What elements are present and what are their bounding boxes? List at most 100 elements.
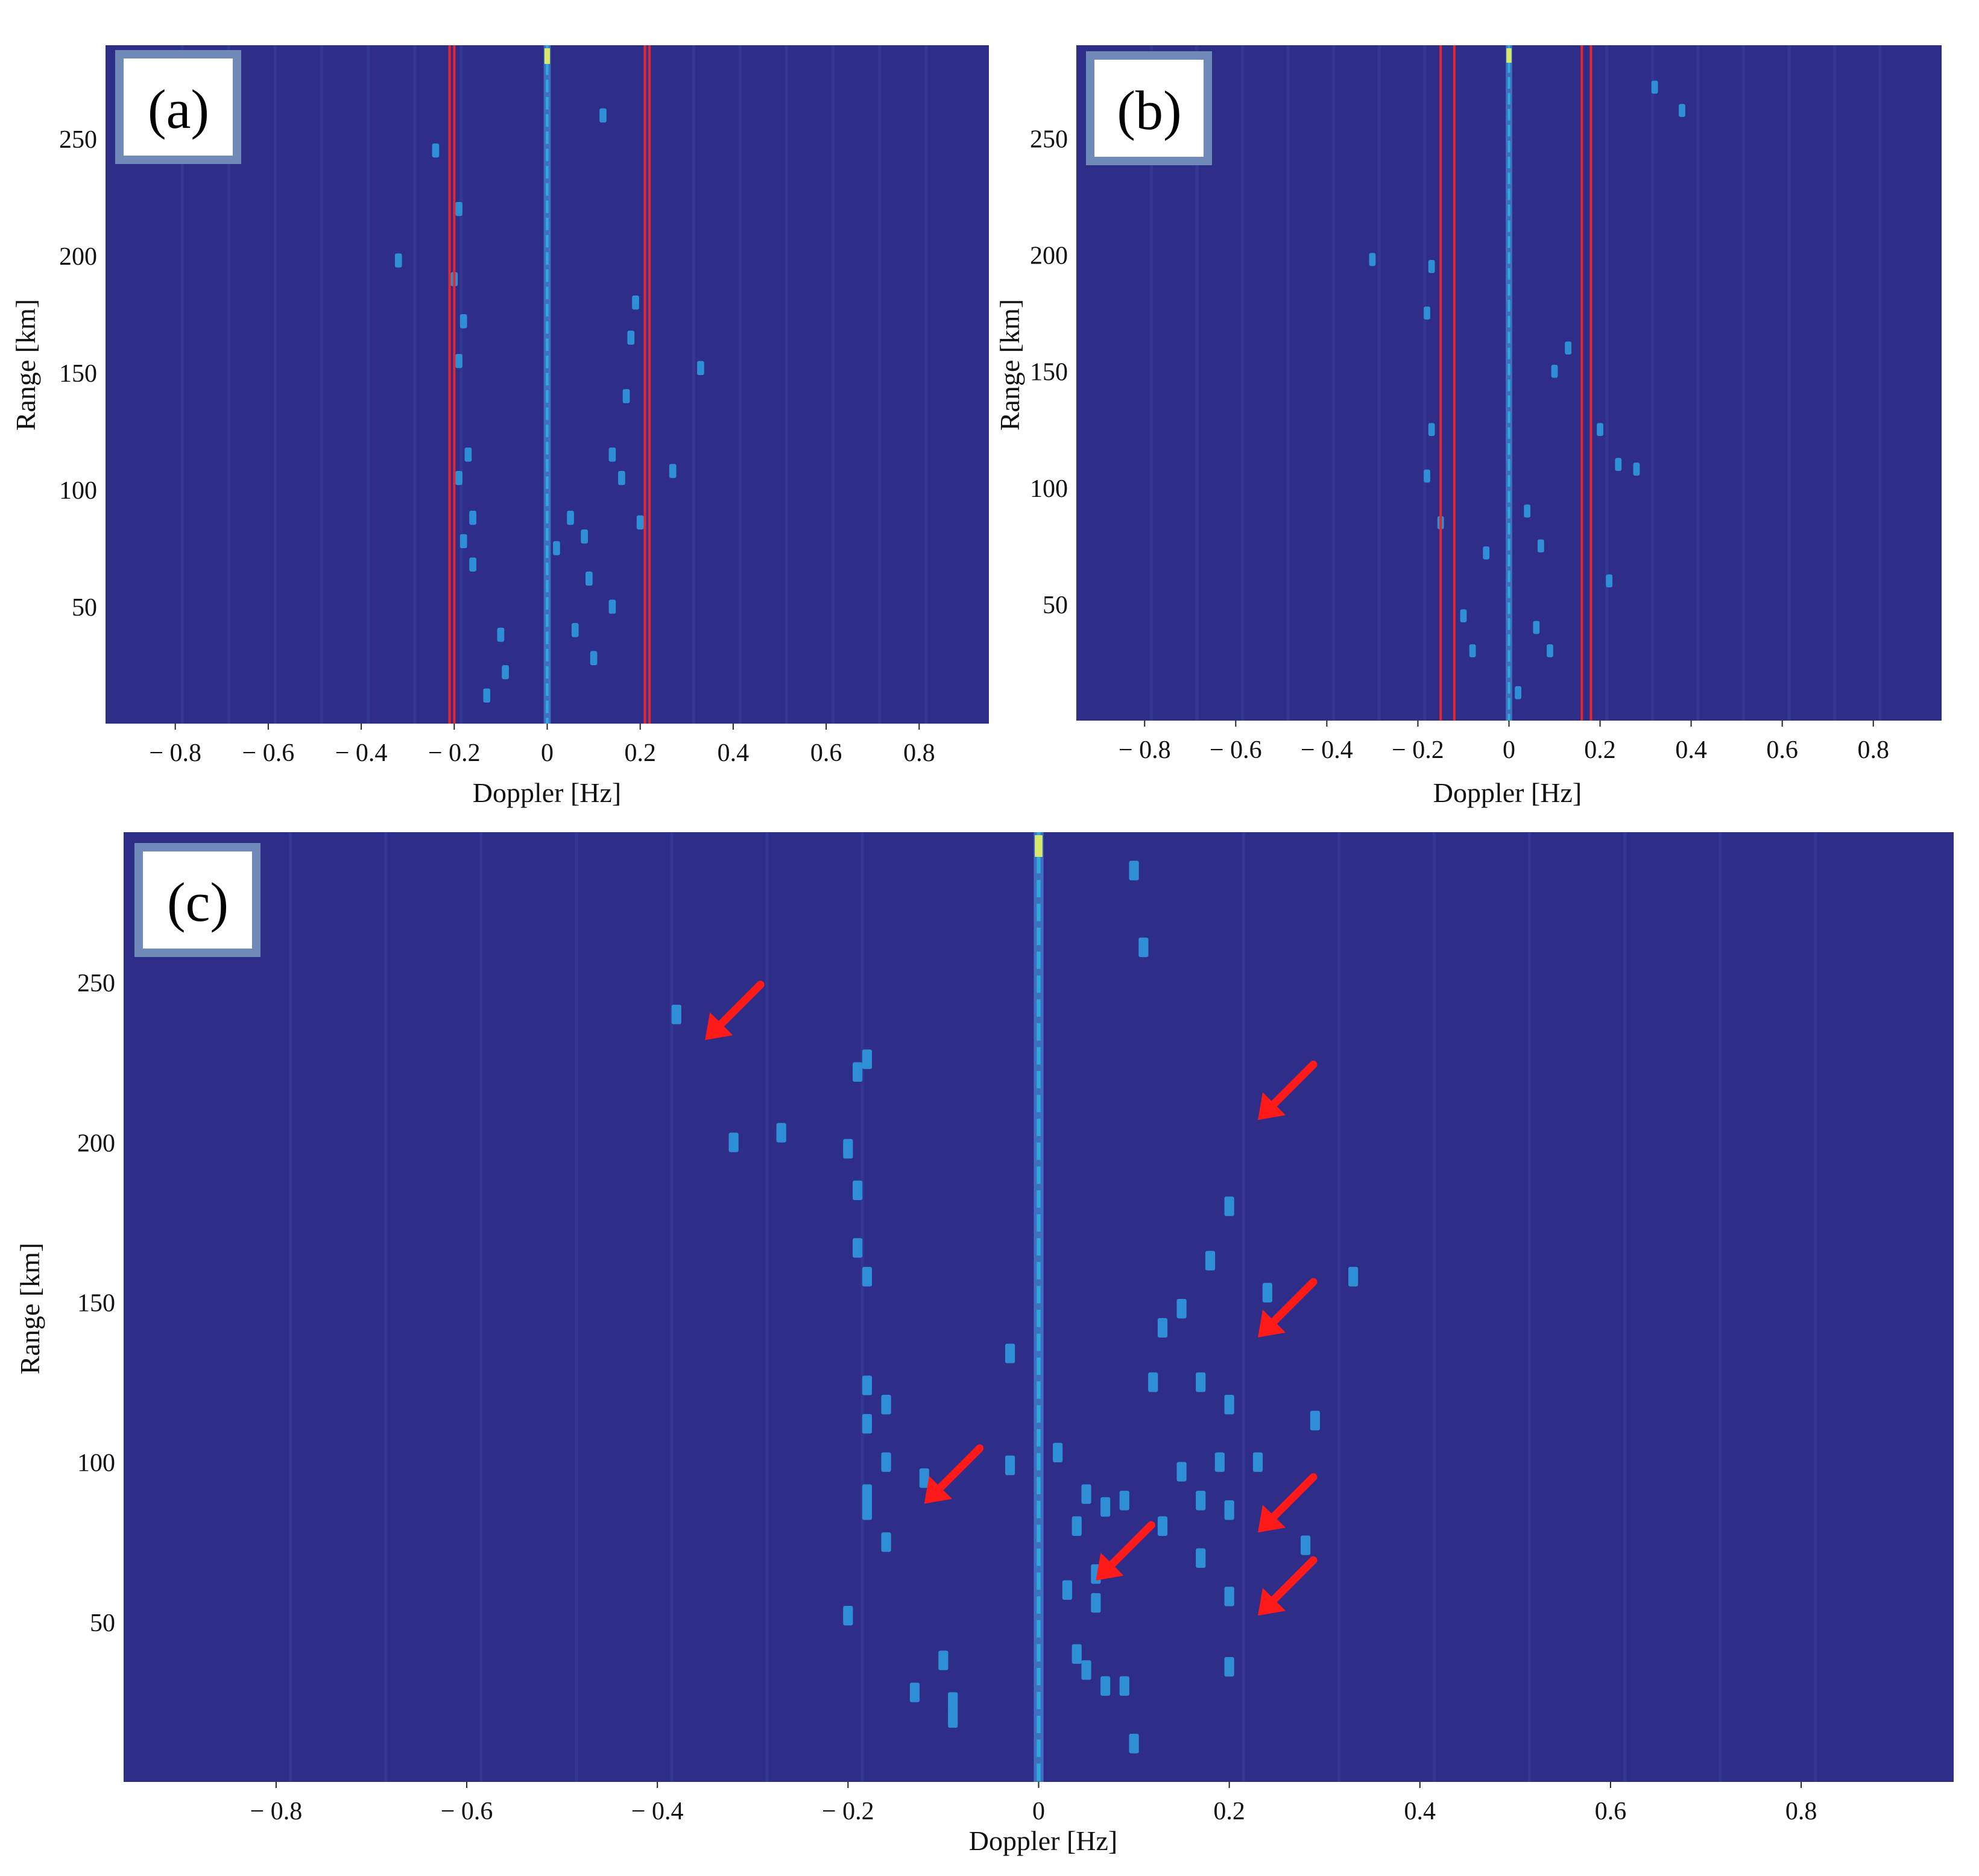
echo-spot [862,1049,873,1069]
panel-a-yticks: 50 100 150 200 250 [59,126,97,622]
echo-spot [1100,1676,1111,1696]
red-arrow [924,1444,984,1504]
y-tick-label: 100 [1030,475,1068,503]
echo-spot [622,389,630,403]
echo-spot [1424,469,1430,483]
echo-spot [567,510,574,525]
red-arrow-shaft [1269,1473,1318,1521]
x-tick-label: − 0.6 [1210,736,1262,764]
x-tick-label: − 0.6 [441,1798,493,1825]
echo-spot [862,1413,873,1434]
echo-spot [1428,423,1435,437]
echo-spot [862,1375,873,1395]
echo-spot [1515,686,1522,700]
echo-spot [1129,1734,1139,1754]
echo-spot [1205,1251,1216,1271]
echo-spot [862,1500,873,1520]
panel-c-ylabel: Range [km] [14,1243,45,1374]
y-tick-label: 250 [1030,125,1068,153]
echo-spot [919,1468,929,1488]
red-arrow-head [924,1476,952,1504]
echo-spot [776,1123,786,1143]
zero-doppler-hotspot [1506,48,1512,63]
echo-spot [1633,463,1640,476]
panel-c-arrows [705,981,1318,1616]
echo-spot [1469,644,1476,657]
red-arrow-shaft [1269,1278,1318,1326]
echo-spot [1679,104,1685,117]
x-tick-label: − 0.8 [1119,736,1171,764]
echo-spot [1537,539,1544,553]
y-tick-label: 200 [59,243,97,271]
x-tick-label: 0.2 [1584,736,1616,764]
echo-spot [948,1708,958,1728]
echo-spot [394,253,402,268]
echo-spot [1224,1395,1234,1415]
panel-c-yticks: 50 100 150 200 250 [77,970,115,1637]
echo-spot [1551,364,1558,378]
echo-spot [618,470,625,485]
y-tick-label: 250 [77,970,115,997]
panel-a-lines [448,45,651,724]
echo-spot [1138,937,1149,958]
echo-spot [1224,1500,1234,1520]
echo-spot [843,1139,853,1159]
echo-spot [843,1606,853,1626]
echo-spot [459,314,467,329]
x-tick-label: − 0.6 [242,739,295,767]
echo-spot [632,295,639,310]
echo-spot [1214,1452,1225,1472]
x-tick-label: − 0.8 [149,739,201,767]
x-tick-label: − 0.2 [1392,736,1444,764]
x-tick-label: 0.4 [1404,1798,1436,1825]
panel-b-yticks: 50 100 150 200 250 [1030,125,1068,619]
echo-spot [464,447,472,462]
panel-b-spots [1150,45,1882,721]
x-tick-label: − 0.4 [631,1798,684,1825]
echo-spot [1597,423,1603,437]
red-arrow [1258,1278,1318,1338]
panel-b-lines [1439,45,1592,721]
echo-spot [469,557,476,572]
panel-c: − 0.8 − 0.6 − 0.4 − 0.2 0 0.2 0.4 0.6 0.8 50 100 1… [14,832,1954,1856]
x-tick-label: 0 [541,739,554,767]
panel-c-label: (c) [167,871,229,933]
panel-c-spots [289,832,1817,1782]
x-tick-label: 0.8 [1857,736,1889,764]
echo-spot [1119,1676,1129,1696]
red-arrow-head [705,1012,733,1040]
echo-spot [553,541,560,555]
echo-spot [1606,574,1613,588]
echo-spot [608,599,616,614]
echo-spot [909,1682,920,1702]
echo-spot [948,1692,958,1712]
echo-spot [469,510,476,525]
y-tick-label: 250 [59,126,97,154]
y-tick-label: 50 [1043,592,1068,619]
red-arrow-head [1258,1309,1286,1338]
echo-spot [1547,644,1553,657]
echo-spot [1460,609,1467,623]
echo-spot [1129,861,1139,880]
echo-spot [1615,458,1622,471]
echo-spot [1091,1593,1101,1613]
x-tick-label: 0.2 [1213,1798,1245,1825]
echo-spot [1072,1516,1082,1536]
panel-a-ylabel: Range [km] [10,299,41,431]
y-tick-label: 50 [90,1609,115,1637]
panel-a-xticks: − 0.8 − 0.6 − 0.4 − 0.2 0 0.2 0.4 0.6 0.8 [149,724,935,767]
echo-spot [938,1650,948,1670]
x-tick-label: 0.8 [1785,1798,1817,1825]
echo-spot [1424,306,1430,320]
panel-b-xticks: − 0.8 − 0.6 − 0.4 − 0.2 0 0.2 0.4 0.6 0.8 [1119,721,1889,764]
echo-spot [502,665,509,680]
echo-spot [1005,1344,1015,1363]
echo-spot [1428,260,1435,273]
echo-spot [627,330,635,345]
x-tick-label: − 0.2 [428,739,481,767]
echo-spot [853,1238,863,1258]
echo-spot [1081,1484,1091,1504]
panel-b-xlabel: Doppler [Hz] [1433,777,1582,808]
y-tick-label: 150 [59,360,97,388]
